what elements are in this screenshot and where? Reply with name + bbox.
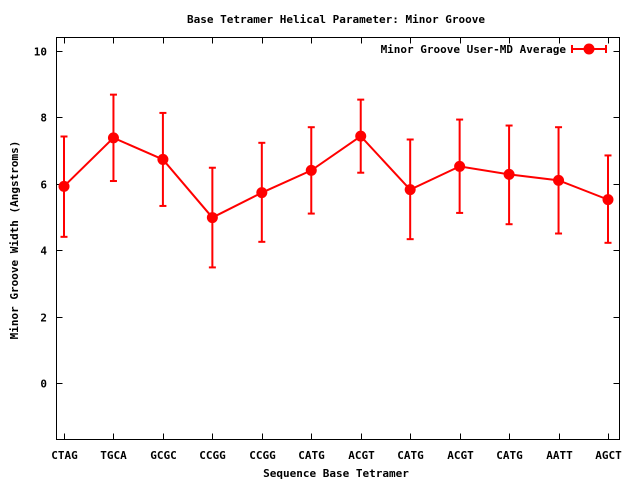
plot-frame bbox=[56, 37, 620, 440]
x-tick-label: CATG bbox=[298, 449, 325, 462]
data-point bbox=[553, 174, 565, 186]
data-point bbox=[58, 180, 70, 192]
data-point bbox=[602, 194, 614, 206]
data-point bbox=[256, 187, 268, 199]
y-axis-label: Minor Groove Width (Angstroms) bbox=[8, 141, 21, 340]
x-tick-label: CCGG bbox=[249, 449, 276, 462]
x-tick-label: CATG bbox=[397, 449, 424, 462]
data-point bbox=[503, 168, 515, 180]
y-tick-label: 0 bbox=[40, 378, 47, 391]
x-tick-label: CCGG bbox=[199, 449, 226, 462]
x-tick-label: CTAG bbox=[51, 449, 78, 462]
x-tick-label: ACGT bbox=[447, 449, 474, 462]
legend-label: Minor Groove User-MD Average bbox=[381, 43, 567, 56]
series-line bbox=[63, 134, 609, 219]
chart-title: Base Tetramer Helical Parameter: Minor G… bbox=[187, 13, 485, 26]
y-tick-label: 10 bbox=[34, 46, 47, 59]
x-tick-label: CATG bbox=[496, 449, 523, 462]
x-tick-label: ACGT bbox=[348, 449, 375, 462]
x-axis-ticks: CTAG TGCA GCGC CCGG CCGG CATG ACGT CATG ACGT CATG… bbox=[51, 37, 622, 462]
data-point bbox=[157, 153, 169, 165]
y-axis-ticks: 0 2 4 6 8 10 bbox=[34, 46, 620, 391]
y-tick-label: 2 bbox=[40, 312, 47, 325]
y-tick-label: 4 bbox=[40, 245, 47, 258]
data-point bbox=[404, 184, 416, 196]
x-tick-label: AATT bbox=[546, 449, 573, 462]
y-tick-label: 6 bbox=[40, 179, 47, 192]
data-point bbox=[305, 164, 317, 176]
x-tick-label: AGCT bbox=[595, 449, 622, 462]
data-point bbox=[206, 212, 218, 224]
y-tick-label: 8 bbox=[40, 112, 47, 125]
x-tick-label: TGCA bbox=[100, 449, 127, 462]
x-tick-label: GCGC bbox=[150, 449, 177, 462]
data-point bbox=[107, 132, 119, 144]
data-point bbox=[454, 160, 466, 172]
series-layer bbox=[58, 93, 614, 269]
legend: Minor Groove User-MD Average bbox=[381, 43, 607, 56]
legend-marker bbox=[583, 43, 595, 55]
data-point bbox=[355, 130, 367, 142]
x-axis-label: Sequence Base Tetramer bbox=[263, 467, 409, 480]
